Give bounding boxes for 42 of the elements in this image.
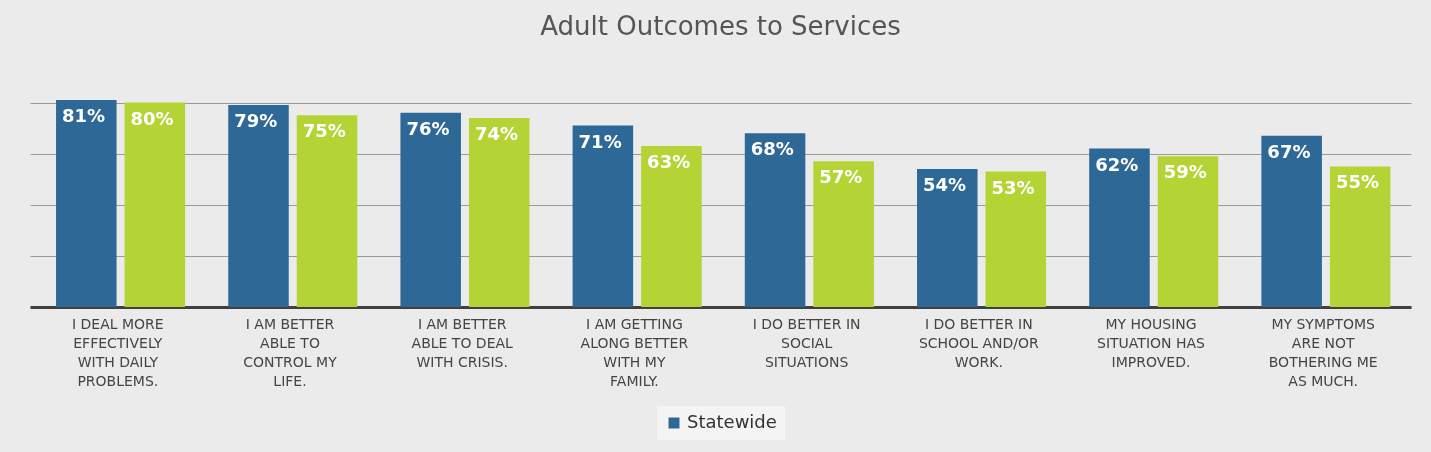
bar xyxy=(917,169,978,307)
bar xyxy=(468,117,530,307)
chart-title: Adult Outcomes to Services xyxy=(540,11,901,41)
data-label: 74% xyxy=(474,122,519,144)
bar xyxy=(296,115,358,307)
bar xyxy=(1261,135,1322,307)
data-label: 54% xyxy=(922,174,967,195)
x-tick-label: I DO BETTER IN SCHOOL AND/OR WORK. xyxy=(918,315,1039,370)
data-label: 59% xyxy=(1163,161,1207,183)
x-tick-label: I DEAL MORE EFFECTIVELY WITH DAILY PROBLEMS. xyxy=(71,315,164,389)
bar xyxy=(124,102,186,307)
data-label: 76% xyxy=(406,117,450,139)
data-label: 79% xyxy=(234,110,278,132)
x-tick-label: I AM BETTER ABLE TO CONTROL MY LIFE. xyxy=(243,315,338,389)
data-label: 57% xyxy=(819,166,863,188)
data-label: 68% xyxy=(750,138,794,160)
x-tick-label: I AM BETTER ABLE TO DEAL WITH CRISIS. xyxy=(411,315,514,370)
data-label: 81% xyxy=(62,105,106,126)
bar xyxy=(641,146,702,307)
bar xyxy=(572,125,634,307)
data-label: 63% xyxy=(647,151,691,172)
data-label: 71% xyxy=(578,130,622,152)
x-tick-label: MY HOUSING SITUATION HAS IMPROVED. xyxy=(1097,315,1206,370)
bar xyxy=(985,171,1047,307)
x-tick-label: I DO BETTER IN SOCIAL SITUATIONS xyxy=(752,315,861,370)
bar xyxy=(744,133,806,307)
bar xyxy=(1089,148,1150,307)
bar xyxy=(1329,166,1391,307)
data-label: 80% xyxy=(130,107,174,129)
bar xyxy=(400,112,461,307)
data-label: 75% xyxy=(302,120,346,142)
bar xyxy=(1157,156,1219,307)
x-tick-label: I AM GETTING ALONG BETTER WITH MY FAMILY. xyxy=(580,315,689,389)
bar xyxy=(228,105,289,307)
bar xyxy=(813,161,874,307)
x-tick-label: MY SYMPTOMS ARE NOT BOTHERING ME AS MUCH. xyxy=(1268,315,1378,389)
data-label: 62% xyxy=(1095,153,1139,175)
legend-label: Statewide xyxy=(687,411,777,432)
data-label: 67% xyxy=(1267,140,1311,162)
bar xyxy=(56,100,117,307)
data-label: 55% xyxy=(1335,171,1379,193)
data-label: 53% xyxy=(991,176,1035,198)
